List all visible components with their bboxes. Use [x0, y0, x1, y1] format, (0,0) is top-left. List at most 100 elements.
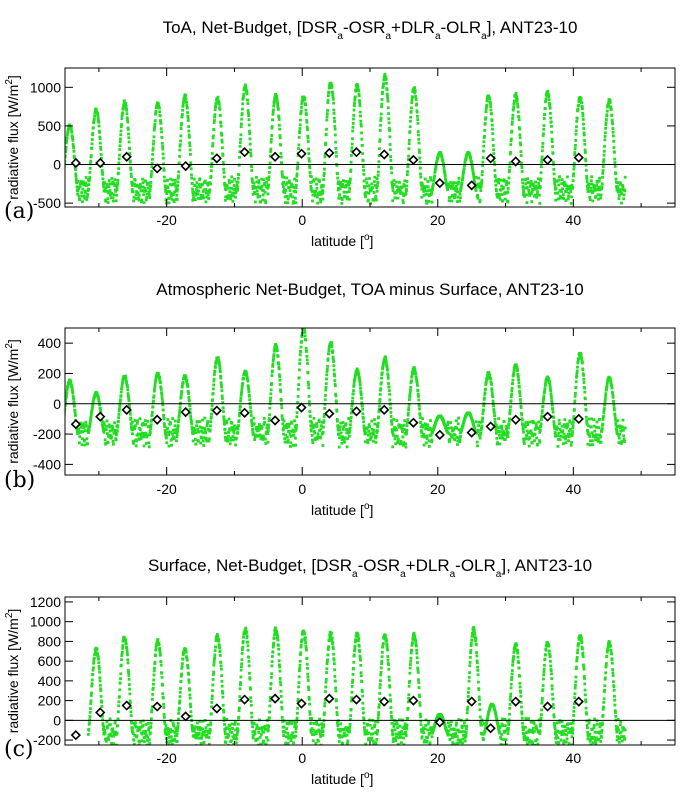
- flux-point: [598, 417, 601, 421]
- flux-point: [557, 431, 561, 435]
- flux-point: [512, 106, 516, 109]
- flux-point: [284, 201, 287, 204]
- flux-point: [498, 197, 502, 201]
- flux-point: [205, 439, 209, 443]
- flux-point: [476, 430, 480, 434]
- flux-point: [588, 182, 591, 186]
- flux-point: [567, 194, 570, 198]
- flux-point: [191, 187, 194, 191]
- flux-point: [321, 191, 324, 195]
- flux-point: [367, 737, 371, 740]
- flux-point: [299, 645, 303, 649]
- flux-point: [283, 195, 287, 199]
- flux-point: [424, 192, 428, 196]
- flux-point: [539, 418, 543, 422]
- flux-point: [502, 430, 505, 434]
- flux-point: [529, 429, 533, 433]
- flux-point: [187, 395, 191, 399]
- flux-point: [189, 714, 193, 718]
- flux-point: [222, 708, 225, 712]
- flux-point: [543, 390, 546, 394]
- flux-point: [116, 425, 120, 429]
- flux-point: [347, 190, 351, 193]
- flux-point: [622, 437, 626, 441]
- flux-point: [125, 647, 129, 651]
- flux-point: [354, 88, 358, 92]
- flux-point: [144, 441, 148, 445]
- flux-point: [326, 101, 330, 104]
- y-tick-label: -500: [33, 195, 61, 211]
- flux-point: [66, 133, 69, 137]
- flux-point: [491, 144, 495, 147]
- flux-point: [198, 185, 202, 189]
- flux-point: [77, 187, 81, 191]
- flux-point: [322, 171, 326, 175]
- flux-point: [439, 151, 443, 155]
- flux-point: [391, 430, 395, 434]
- flux-point: [327, 352, 331, 356]
- flux-point: [261, 741, 265, 744]
- flux-point: [499, 178, 503, 182]
- flux-point: [199, 727, 203, 730]
- flux-point: [152, 678, 156, 682]
- flux-point: [160, 141, 164, 145]
- flux-point: [312, 423, 316, 427]
- flux-point: [385, 81, 388, 85]
- flux-point: [603, 131, 607, 135]
- flux-point: [166, 190, 170, 193]
- flux-point: [367, 191, 371, 195]
- flux-point: [336, 724, 340, 727]
- flux-point: [117, 167, 121, 171]
- flux-point: [431, 187, 434, 191]
- flux-point: [417, 141, 421, 145]
- flux-point: [491, 138, 495, 141]
- flux-point: [325, 659, 329, 663]
- flux-point: [350, 407, 354, 411]
- flux-point: [279, 155, 283, 159]
- flux-point: [112, 734, 115, 738]
- flux-point: [245, 92, 249, 96]
- flux-point: [295, 716, 299, 720]
- flux-point: [263, 190, 267, 194]
- flux-point: [227, 186, 231, 190]
- flux-point: [65, 397, 68, 401]
- flux-point: [62, 180, 65, 183]
- flux-point: [348, 430, 351, 434]
- flux-point: [361, 407, 364, 411]
- flux-point: [388, 698, 392, 702]
- flux-point: [352, 113, 356, 117]
- flux-point: [517, 118, 521, 122]
- flux-point: [174, 726, 178, 730]
- flux-point: [518, 133, 522, 137]
- flux-point: [292, 433, 296, 437]
- flux-point: [440, 155, 444, 158]
- flux-point: [236, 188, 239, 192]
- flux-point: [187, 678, 191, 682]
- flux-point: [115, 433, 118, 437]
- flux-point: [233, 733, 236, 737]
- flux-point: [324, 141, 328, 145]
- flux-point: [323, 167, 326, 171]
- flux-point: [126, 668, 130, 672]
- flux-point: [370, 726, 374, 730]
- flux-point: [542, 124, 546, 127]
- flux-point: [516, 105, 520, 109]
- flux-point: [105, 182, 109, 186]
- flux-point: [407, 398, 411, 402]
- flux-point: [246, 379, 250, 383]
- flux-point: [178, 155, 181, 158]
- flux-point: [582, 133, 586, 137]
- flux-point: [107, 738, 110, 741]
- flux-point: [149, 175, 153, 179]
- flux-point: [235, 183, 239, 187]
- flux-point: [131, 730, 134, 734]
- flux-point: [124, 638, 128, 642]
- flux-point: [480, 170, 484, 174]
- flux-point: [352, 667, 355, 670]
- flux-point: [360, 401, 364, 405]
- flux-point: [477, 176, 481, 180]
- flux-point: [567, 435, 571, 439]
- flux-point: [270, 660, 274, 663]
- flux-point: [304, 644, 308, 648]
- flux-point: [597, 185, 601, 189]
